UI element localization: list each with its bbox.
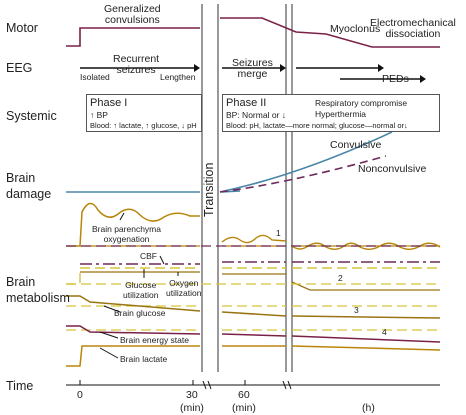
phase1-box: Phase I ↑ BP Blood: ↑ lactate, ↑ glucose…: [86, 94, 202, 132]
eeg-recurrent-label: Recurrent seizures: [113, 53, 160, 76]
cbf-label: CBF: [140, 251, 157, 261]
phase2-bp: BP: Normal or ↓: [226, 110, 286, 120]
cbf-pointer: [159, 255, 165, 265]
phase2-box: Phase II BP: Normal or ↓ Blood: pH, lact…: [222, 94, 440, 132]
parenchyma-oxygenation-curve: [66, 202, 200, 247]
oxygenation-phase2-wave: [221, 234, 287, 244]
damage-nonconvulsive-label: Nonconvulsive: [358, 163, 427, 175]
motor-activity-line: [66, 17, 440, 48]
time-label: Time: [6, 379, 34, 393]
row-label-eeg: EEG: [6, 61, 33, 75]
time-tick-label-30: 30: [186, 389, 198, 401]
phase1-blood: Blood: ↑ lactate, ↑ glucose, ↓ pH: [90, 121, 197, 130]
time-unit-min-1: (min): [180, 402, 204, 414]
motor-myoclonus-label: Myoclonus: [330, 23, 381, 35]
parenchyma-label: Brain parenchyma oxygenation: [92, 224, 161, 244]
row-label-brain-damage: Brain damage: [6, 171, 52, 201]
eeg-peds-label: PEDs: [382, 73, 409, 85]
energy-pointer: [99, 331, 119, 339]
time-unit-min-2: (min): [232, 402, 256, 414]
phase2-hyperthermia: Hyperthermia: [315, 109, 367, 119]
eeg-lengthen-label: Lengthen: [160, 72, 196, 82]
damage-convulsive-label: Convulsive: [330, 139, 382, 151]
eeg-arrowhead-phase1: [194, 64, 200, 72]
glucose-pointer: [103, 305, 121, 313]
marker-4: 4: [382, 327, 387, 337]
cbf-line: [80, 261, 440, 265]
brain-lactate-curve: [66, 345, 441, 367]
damage-nonconvulsive-curve: [219, 155, 387, 193]
brain-glucose-curve: [66, 295, 441, 319]
brain-energy-label: Brain energy state: [120, 335, 189, 345]
marker-3: 3: [354, 305, 359, 315]
transition-label: Transition: [202, 162, 216, 218]
motor-electromechanical-label: Electromechanical dissociation: [370, 17, 456, 40]
phase1-title: Phase I: [90, 97, 128, 109]
phase2-blood: Blood: pH, lactate—more normal; glucose—…: [226, 121, 408, 130]
time-unit-hours: (h): [362, 402, 375, 414]
brain-energy-curve: [66, 325, 441, 343]
oxygen-utilization-line: [80, 271, 440, 291]
eeg-isolated-label: Isolated: [80, 72, 110, 82]
time-tick-label-60: 60: [238, 389, 250, 401]
motor-generalized-label: Generalized convulsions: [104, 3, 161, 26]
oxygenation-hours-wave: [291, 242, 441, 250]
phase1-bp: ↑ BP: [90, 110, 108, 120]
eeg-arrowhead-hours-top: [378, 64, 384, 72]
eeg-arrowhead-phase2: [280, 64, 286, 72]
oxygen-utilization-label: Oxygen utilization: [166, 278, 202, 298]
phase2-respiratory: Respiratory compromise: [315, 98, 408, 108]
marker-2: 2: [338, 273, 343, 283]
glucose-utilization-label: Glucose utilization: [123, 280, 159, 300]
eeg-arrowhead-peds: [420, 75, 426, 83]
brain-lactate-label: Brain lactate: [120, 354, 168, 364]
row-label-brain-metabolism: Brain metabolism: [6, 275, 70, 305]
eeg-seizures-merge-label: Seizures merge: [232, 57, 273, 80]
marker-1: 1: [276, 228, 281, 238]
damage-convulsive-curve: [219, 131, 393, 193]
phase2-title: Phase II: [226, 97, 267, 109]
parenchyma-pointer: [119, 212, 125, 221]
axis-break-1: [202, 380, 212, 390]
axis-break-2: [282, 380, 292, 390]
brain-glucose-label: Brain glucose: [114, 308, 166, 318]
row-label-systemic: Systemic: [6, 109, 57, 123]
lactate-pointer: [99, 347, 119, 359]
time-tick-label-0: 0: [77, 389, 83, 401]
row-label-motor: Motor: [6, 21, 38, 35]
